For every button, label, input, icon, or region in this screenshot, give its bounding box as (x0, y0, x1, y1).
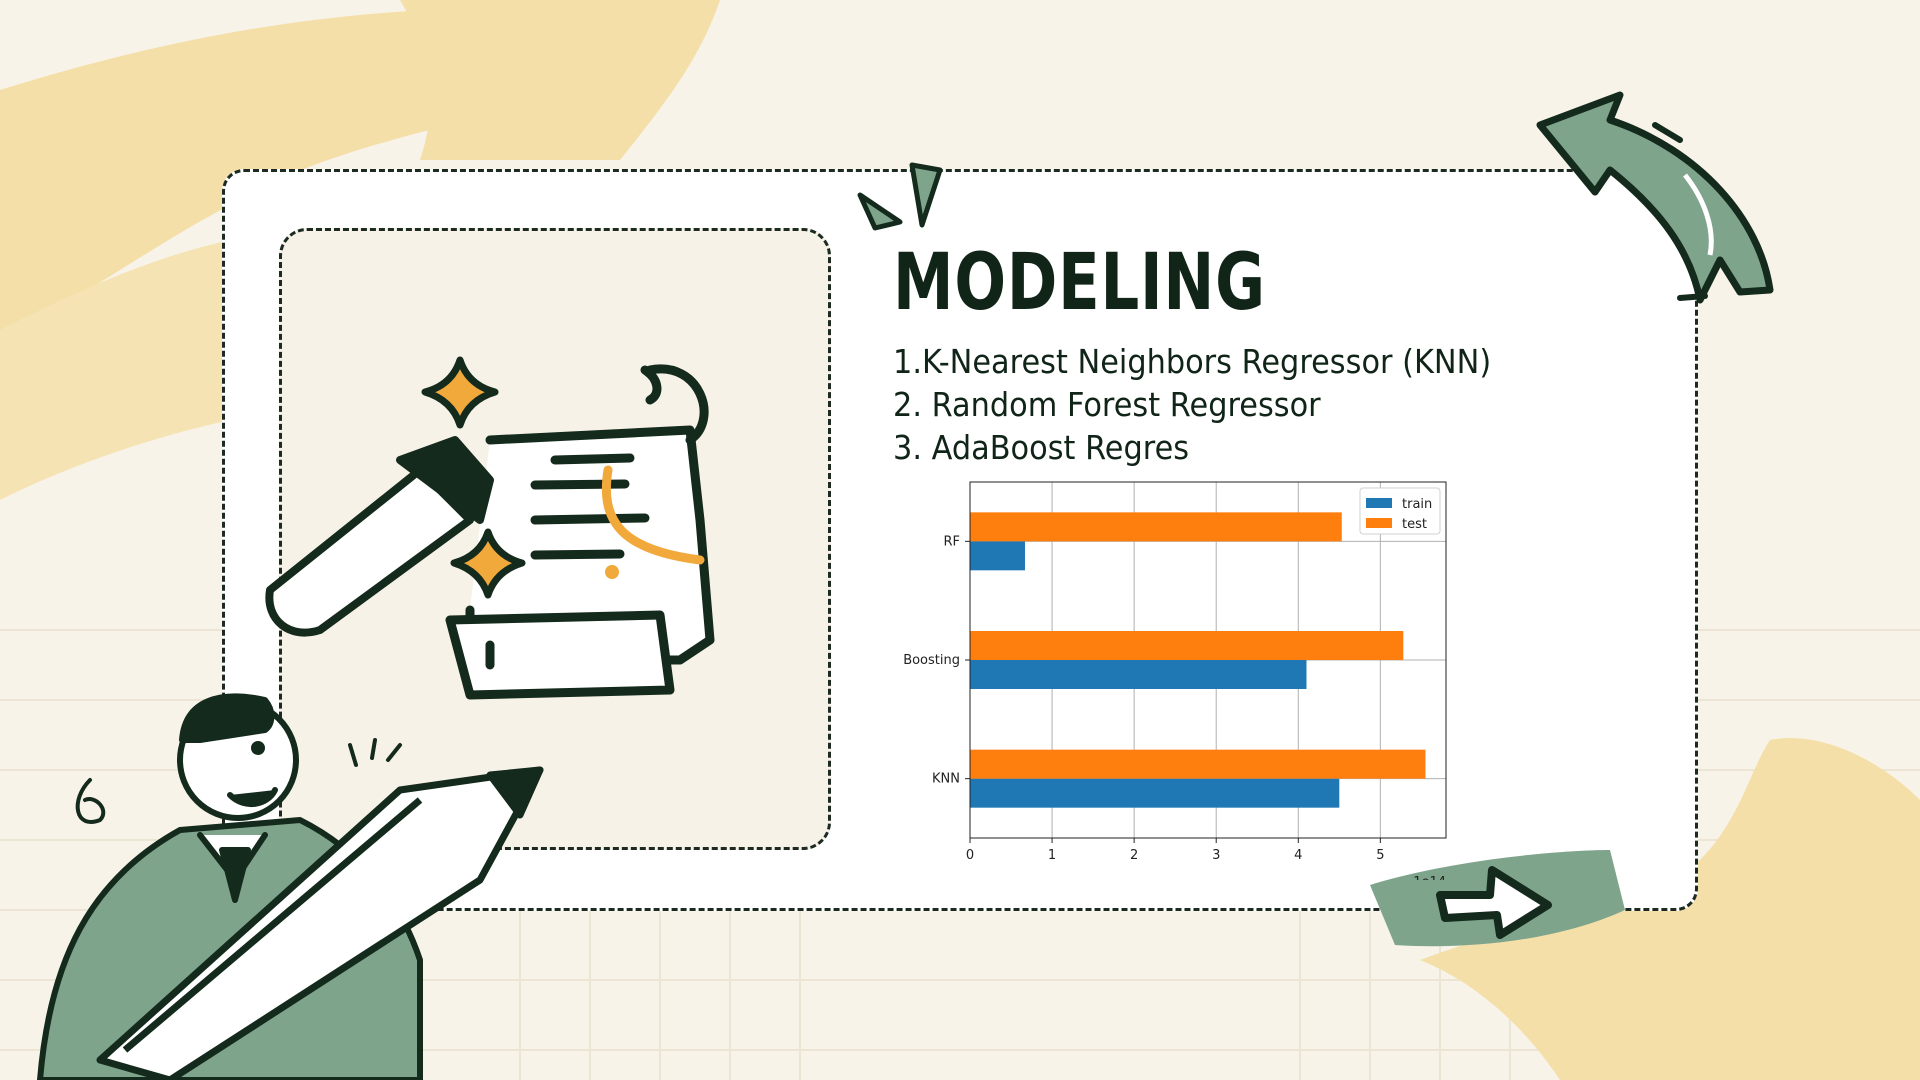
y-tick-label: KNN (932, 772, 960, 787)
bar-test (970, 749, 1426, 779)
bar-test (970, 512, 1342, 542)
bar-train (970, 660, 1307, 689)
error-bar-chart: 0 1 2 3 4 5 KNN Boosting RF 1e14 train test (903, 481, 1447, 880)
bar-train (970, 541, 1025, 571)
x-tick-label: 2 (1130, 848, 1138, 863)
x-tick-label: 4 (1294, 848, 1302, 863)
yellow-brush-stroke-left (0, 240, 230, 500)
legend-swatch (1366, 518, 1392, 528)
yellow-brush-stroke-top-right (400, 0, 720, 160)
x-tick-label: 5 (1376, 848, 1384, 863)
x-tick-label: 0 (966, 848, 974, 863)
y-tick-label: RF (943, 534, 960, 549)
model-list-item: 1.K-Nearest Neighbors Regressor (KNN) (893, 342, 1492, 381)
model-list-item: 3. AdaBoost Regres (893, 428, 1190, 467)
slide-title: MODELING (893, 238, 1266, 328)
x-tick-label: 1 (1048, 848, 1056, 863)
y-tick-label: Boosting (903, 653, 960, 668)
x-tick-label: 3 (1212, 848, 1220, 863)
illustration-frame (279, 228, 831, 850)
model-list-item: 2. Random Forest Regressor (893, 385, 1321, 424)
legend-label: train (1402, 497, 1432, 512)
model-list: 1.K-Nearest Neighbors Regressor (KNN) 2.… (893, 340, 1491, 469)
x-offset-label: 1e14 (1413, 875, 1446, 880)
bar-train (970, 778, 1340, 808)
plot-frame (969, 481, 1447, 839)
bar-test (970, 631, 1404, 660)
legend-swatch (1366, 498, 1392, 508)
legend-label: test (1402, 517, 1427, 532)
